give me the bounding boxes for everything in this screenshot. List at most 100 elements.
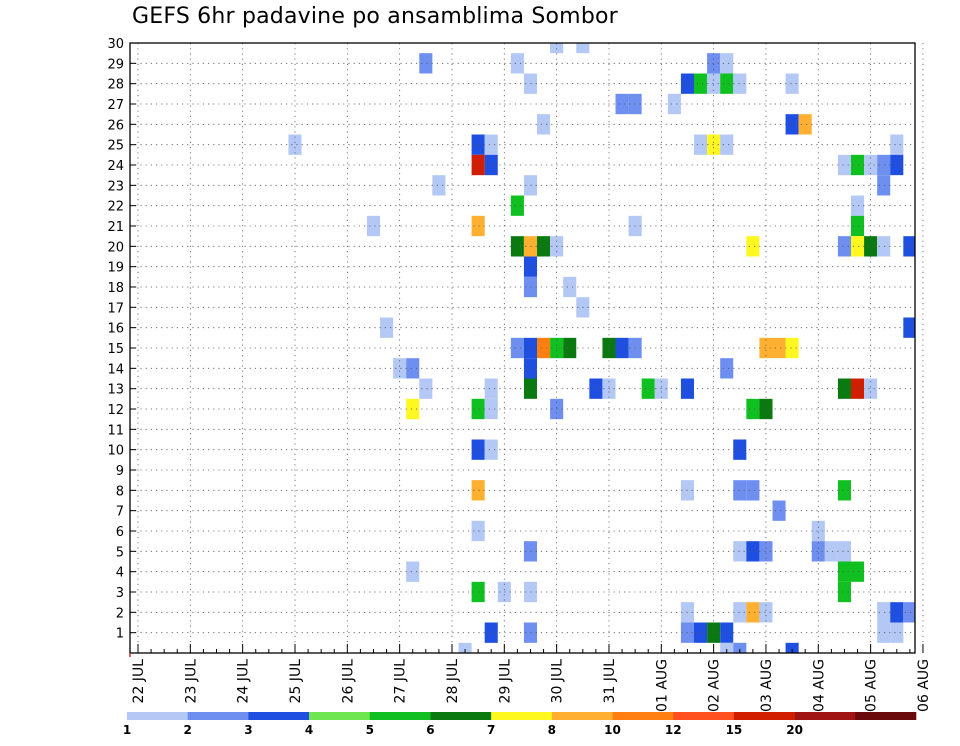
y-tick-label: 30 xyxy=(107,37,124,52)
heatmap-cell xyxy=(537,337,551,359)
x-tick-label: 31 JUL xyxy=(602,659,618,704)
legend-label: 5 xyxy=(366,723,374,737)
heatmap-cell xyxy=(772,337,786,359)
y-tick-label: 24 xyxy=(107,159,124,174)
heatmap-cell xyxy=(785,337,799,359)
heatmap-cell xyxy=(903,317,915,338)
heatmap-cell xyxy=(471,480,485,501)
y-tick-label: 22 xyxy=(107,200,124,215)
legend-label: 4 xyxy=(305,723,313,737)
heatmap-cell xyxy=(837,541,851,562)
y-tick-label: 1 xyxy=(116,627,124,642)
y-tick-label: 13 xyxy=(107,383,124,398)
heatmap-cell xyxy=(510,236,524,257)
heatmap-cell xyxy=(824,541,838,562)
heatmap-cell xyxy=(864,378,878,399)
legend-swatch xyxy=(187,712,249,720)
x-tick-label: 03 AUG xyxy=(759,659,775,712)
y-tick-label: 2 xyxy=(116,606,124,621)
heatmap-cell xyxy=(837,236,851,257)
heatmap-cell xyxy=(471,439,485,460)
heatmap-cell xyxy=(510,53,524,74)
heatmap-cell xyxy=(851,154,865,176)
heatmap-cell xyxy=(471,134,485,155)
heatmap-cell xyxy=(720,53,734,74)
heatmap-cell xyxy=(393,358,407,379)
y-tick-label: 11 xyxy=(107,423,124,438)
heatmap-cell xyxy=(851,215,865,237)
x-tick-label: 30 JUL xyxy=(550,659,566,704)
x-tick-label: 26 JUL xyxy=(340,659,356,704)
legend-swatch xyxy=(491,712,553,720)
y-tick-label: 23 xyxy=(107,179,124,194)
heatmap-cell xyxy=(733,439,747,460)
y-tick-label: 12 xyxy=(107,403,124,418)
y-tick-label: 17 xyxy=(107,301,124,316)
legend-swatch xyxy=(673,712,735,720)
heatmap-cell xyxy=(903,236,915,257)
legend-swatch xyxy=(369,712,431,720)
heatmap-cell xyxy=(510,337,524,359)
heatmap-cell xyxy=(798,114,812,135)
heatmap-cell xyxy=(746,236,760,257)
heatmap-cell xyxy=(484,622,498,643)
heatmap-cell xyxy=(837,581,851,603)
legend-swatch xyxy=(551,712,613,720)
heatmap-cell xyxy=(615,93,629,115)
x-tick-label: 01 AUG xyxy=(654,659,670,712)
heatmap-cell xyxy=(694,73,708,94)
heatmap-cell xyxy=(877,236,891,257)
heatmap-cell xyxy=(890,602,904,623)
heatmap-cell xyxy=(720,622,734,643)
heatmap-cell xyxy=(694,622,708,643)
y-tick-label: 10 xyxy=(107,444,124,459)
heatmap-cell xyxy=(419,53,433,74)
y-axis: 1234567891011121314151617181920212223242… xyxy=(107,37,136,642)
heatmap-cell xyxy=(785,73,799,94)
heatmap-cell xyxy=(890,154,904,176)
heatmap-cell xyxy=(471,154,485,176)
legend-label: 2 xyxy=(184,723,192,737)
heatmap-cell xyxy=(380,317,394,338)
heatmap-cell xyxy=(759,398,773,420)
legend-label: 6 xyxy=(426,723,434,737)
heatmap-cell xyxy=(484,378,498,399)
y-tick-label: 29 xyxy=(107,57,124,72)
heatmap-cell xyxy=(877,154,891,176)
x-tick-label: 23 JUL xyxy=(183,659,199,704)
legend-label: 8 xyxy=(548,723,556,737)
heatmap-cell xyxy=(733,541,747,562)
heatmap-cell xyxy=(733,602,747,623)
heatmap-cell xyxy=(667,93,681,115)
heatmap-cell xyxy=(563,276,577,298)
heatmap-cell xyxy=(471,520,485,542)
heatmap-cell xyxy=(837,154,851,176)
heatmap-cell xyxy=(903,602,915,623)
legend-swatch xyxy=(127,712,188,720)
heatmap-cell xyxy=(406,561,420,582)
heatmap-cell xyxy=(851,378,865,399)
heatmap-cell xyxy=(772,500,786,521)
heatmap-cell xyxy=(877,602,891,623)
heatmap-cell xyxy=(707,73,721,94)
legend-swatch xyxy=(248,712,310,720)
x-tick-label: 05 AUG xyxy=(864,659,880,712)
legend-label: 15 xyxy=(726,723,743,737)
x-tick-label: 22 JUL xyxy=(131,659,147,704)
x-tick-label: 04 AUG xyxy=(811,659,827,712)
heatmap-cell xyxy=(484,154,498,176)
heatmap-cell xyxy=(641,378,655,399)
color-legend: 1 2 3 4 5 6 7 8 10 12 15 20 xyxy=(123,712,917,737)
legend-label: 3 xyxy=(244,723,252,737)
heatmap-cell xyxy=(720,358,734,379)
heatmap-cell xyxy=(563,337,577,359)
heatmap-cell xyxy=(589,378,603,399)
heatmap-cell xyxy=(406,398,420,420)
y-tick-label: 27 xyxy=(107,98,124,113)
heatmap-cell xyxy=(419,378,433,399)
heatmap-cell xyxy=(720,134,734,155)
heatmap-cell xyxy=(550,43,564,54)
y-tick-label: 18 xyxy=(107,281,124,296)
heatmap-cell xyxy=(733,73,747,94)
heatmap-cell xyxy=(458,642,472,653)
